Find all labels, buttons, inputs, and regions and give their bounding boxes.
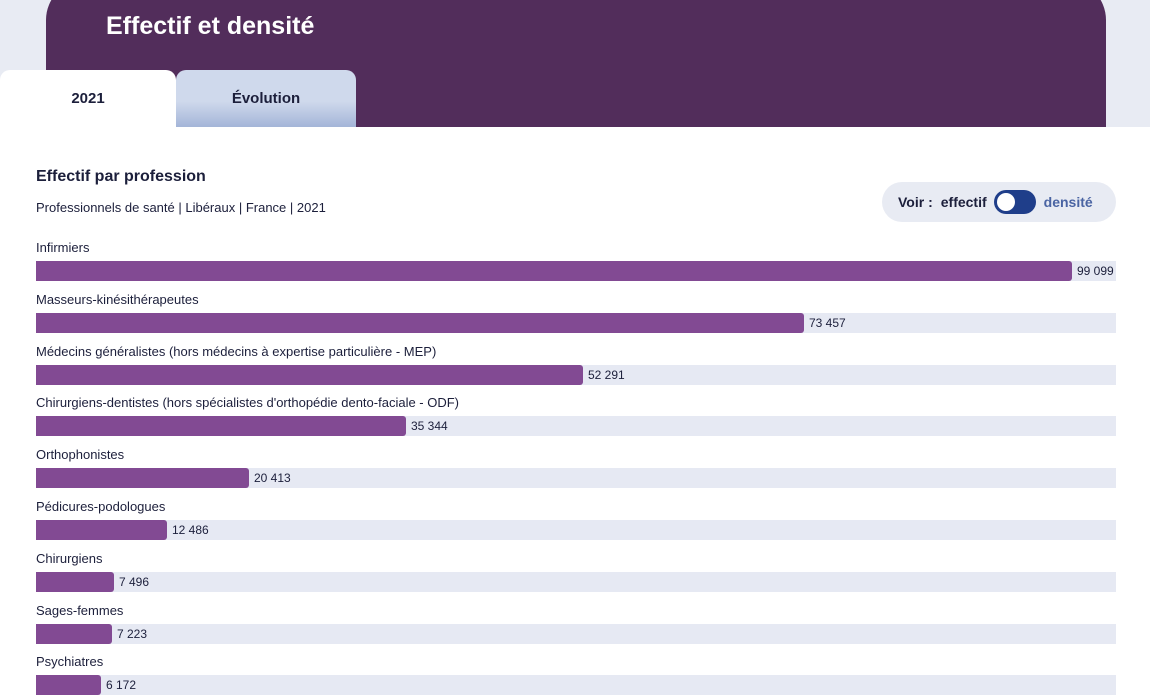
toggle-prefix-label: Voir : bbox=[898, 194, 933, 210]
bar-chart: Infirmiers 99 099 Masseurs-kinésithérapeut… bbox=[0, 127, 1150, 700]
tab-2021[interactable]: 2021 bbox=[0, 70, 176, 127]
bar-label: Orthophonistes bbox=[36, 447, 125, 463]
bar-label: Chirurgiens bbox=[36, 550, 103, 566]
bar-value-label: 6 172 bbox=[106, 678, 137, 693]
bar[interactable] bbox=[36, 416, 406, 437]
bar[interactable] bbox=[36, 468, 249, 489]
toggle-option-effectif[interactable]: effectif bbox=[940, 194, 987, 210]
bar-value-label: 35 344 bbox=[411, 419, 448, 434]
bar-value-label: 20 413 bbox=[254, 471, 291, 486]
bar-value-label: 99 099 bbox=[1077, 264, 1114, 278]
bar-label: Pédicures-podologues bbox=[36, 499, 166, 514]
bar[interactable] bbox=[36, 312, 804, 333]
bar-track bbox=[36, 623, 1116, 644]
bar-label: Infirmiers bbox=[36, 240, 90, 255]
bar[interactable] bbox=[36, 364, 583, 385]
tab-evolution[interactable]: Évolution bbox=[176, 70, 356, 127]
chart-panel: Effectif par profession Professionnels d… bbox=[0, 127, 1150, 700]
bar[interactable] bbox=[36, 675, 101, 696]
bar[interactable] bbox=[36, 571, 114, 592]
bar-label: Psychiatres bbox=[36, 654, 104, 670]
bar-value-label: 73 457 bbox=[809, 315, 846, 330]
bar-label: Chirurgiens-dentistes (hors spécialistes… bbox=[36, 395, 460, 411]
chart-title: Effectif par profession bbox=[36, 168, 206, 185]
bar-value-label: 7 223 bbox=[117, 626, 148, 641]
toggle-knob bbox=[996, 193, 1015, 211]
toggle-option-densite[interactable]: densité bbox=[1043, 194, 1093, 210]
bar-label: Médecins généralistes (hors médecins à e… bbox=[36, 343, 437, 359]
chart-subtitle: Professionnels de santé | Libéraux | Fra… bbox=[36, 200, 326, 215]
bar[interactable] bbox=[36, 623, 112, 644]
bar[interactable] bbox=[36, 261, 1072, 281]
view-toggle: Voir : effectif densité bbox=[882, 182, 1116, 222]
bar-label: Masseurs-kinésithérapeutes bbox=[36, 291, 199, 307]
page-title: Effectif et densité bbox=[106, 12, 315, 40]
bar-track bbox=[36, 675, 1116, 696]
bar-label: Sages-femmes bbox=[36, 602, 124, 618]
bar[interactable] bbox=[36, 520, 167, 540]
toggle-switch[interactable] bbox=[993, 190, 1036, 214]
bar-track bbox=[36, 468, 1116, 489]
bar-value-label: 52 291 bbox=[588, 367, 625, 382]
bar-value-label: 7 496 bbox=[119, 574, 150, 589]
bar-track bbox=[36, 571, 1116, 592]
bar-track bbox=[36, 520, 1116, 540]
bar-value-label: 12 486 bbox=[172, 523, 209, 537]
